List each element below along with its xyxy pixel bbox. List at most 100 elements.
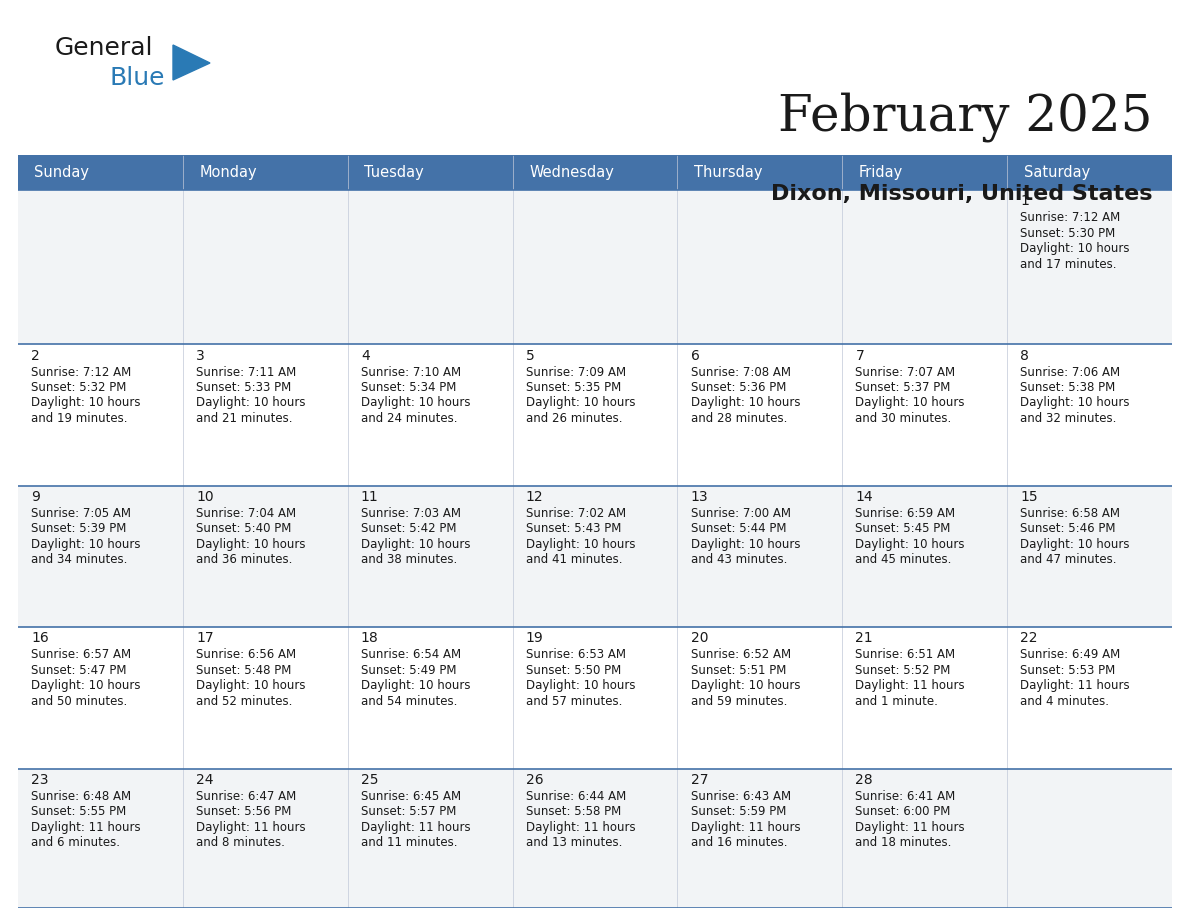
Text: and 19 minutes.: and 19 minutes. [31,412,127,425]
Text: Daylight: 10 hours: Daylight: 10 hours [526,538,636,551]
Text: Sunrise: 6:41 AM: Sunrise: 6:41 AM [855,790,955,803]
Text: February 2025: February 2025 [778,92,1152,141]
Text: 14: 14 [855,490,873,504]
Text: and 6 minutes.: and 6 minutes. [31,836,120,849]
Text: Sunset: 5:49 PM: Sunset: 5:49 PM [361,664,456,677]
Text: Daylight: 10 hours: Daylight: 10 hours [1020,397,1130,409]
Text: Daylight: 10 hours: Daylight: 10 hours [855,397,965,409]
Text: Sunset: 5:50 PM: Sunset: 5:50 PM [526,664,621,677]
Text: 2: 2 [31,349,40,363]
Text: Sunset: 5:32 PM: Sunset: 5:32 PM [31,381,127,394]
Text: Daylight: 10 hours: Daylight: 10 hours [690,397,800,409]
Text: 19: 19 [526,632,543,645]
Text: and 8 minutes.: and 8 minutes. [196,836,285,849]
Text: 28: 28 [855,773,873,787]
Bar [18,768,1173,908]
Text: Sunrise: 7:00 AM: Sunrise: 7:00 AM [690,507,791,520]
Text: Daylight: 11 hours: Daylight: 11 hours [361,821,470,834]
Text: Daylight: 10 hours: Daylight: 10 hours [1020,538,1130,551]
Text: Sunrise: 7:12 AM: Sunrise: 7:12 AM [1020,211,1120,224]
Text: 6: 6 [690,349,700,363]
Text: Sunrise: 7:04 AM: Sunrise: 7:04 AM [196,507,296,520]
Text: Daylight: 10 hours: Daylight: 10 hours [690,679,800,692]
Text: and 43 minutes.: and 43 minutes. [690,554,786,566]
Text: Sunset: 5:45 PM: Sunset: 5:45 PM [855,522,950,535]
Text: and 41 minutes.: and 41 minutes. [526,554,623,566]
Text: and 16 minutes.: and 16 minutes. [690,836,788,849]
Text: Sunset: 5:43 PM: Sunset: 5:43 PM [526,522,621,535]
Text: Sunrise: 7:05 AM: Sunrise: 7:05 AM [31,507,131,520]
Text: Sunrise: 6:44 AM: Sunrise: 6:44 AM [526,790,626,803]
Text: Daylight: 10 hours: Daylight: 10 hours [31,679,140,692]
Text: Sunrise: 6:47 AM: Sunrise: 6:47 AM [196,790,296,803]
Text: and 32 minutes.: and 32 minutes. [1020,412,1117,425]
Text: 5: 5 [526,349,535,363]
Text: 18: 18 [361,632,379,645]
Text: and 34 minutes.: and 34 minutes. [31,554,127,566]
Text: Sunset: 5:55 PM: Sunset: 5:55 PM [31,805,126,818]
Text: Daylight: 10 hours: Daylight: 10 hours [526,679,636,692]
Text: 9: 9 [31,490,40,504]
Text: Sunrise: 7:12 AM: Sunrise: 7:12 AM [31,365,132,378]
Text: Sunset: 5:34 PM: Sunset: 5:34 PM [361,381,456,394]
Text: Sunrise: 7:08 AM: Sunrise: 7:08 AM [690,365,791,378]
Text: Daylight: 11 hours: Daylight: 11 hours [855,679,965,692]
Text: Monday: Monday [200,165,257,180]
Text: Sunset: 5:39 PM: Sunset: 5:39 PM [31,522,127,535]
Text: Sunrise: 6:52 AM: Sunrise: 6:52 AM [690,648,791,662]
Text: and 17 minutes.: and 17 minutes. [1020,258,1117,271]
Text: Daylight: 10 hours: Daylight: 10 hours [361,679,470,692]
Text: 20: 20 [690,632,708,645]
Text: Sunset: 5:42 PM: Sunset: 5:42 PM [361,522,456,535]
Text: 16: 16 [31,632,49,645]
Text: 17: 17 [196,632,214,645]
Text: Tuesday: Tuesday [365,165,424,180]
Text: Daylight: 10 hours: Daylight: 10 hours [196,397,305,409]
Text: Sunrise: 6:54 AM: Sunrise: 6:54 AM [361,648,461,662]
Text: 10: 10 [196,490,214,504]
Text: Sunset: 5:59 PM: Sunset: 5:59 PM [690,805,786,818]
Text: Sunrise: 7:02 AM: Sunrise: 7:02 AM [526,507,626,520]
Text: Daylight: 11 hours: Daylight: 11 hours [526,821,636,834]
Text: Sunrise: 7:07 AM: Sunrise: 7:07 AM [855,365,955,378]
Text: Sunset: 6:00 PM: Sunset: 6:00 PM [855,805,950,818]
Text: 12: 12 [526,490,543,504]
Text: Sunset: 5:46 PM: Sunset: 5:46 PM [1020,522,1116,535]
Text: and 36 minutes.: and 36 minutes. [196,554,292,566]
Text: General: General [55,36,153,60]
Text: Sunrise: 7:06 AM: Sunrise: 7:06 AM [1020,365,1120,378]
Bar [18,190,1173,344]
Text: Sunrise: 7:03 AM: Sunrise: 7:03 AM [361,507,461,520]
Text: Daylight: 11 hours: Daylight: 11 hours [855,821,965,834]
Text: Sunset: 5:48 PM: Sunset: 5:48 PM [196,664,291,677]
Text: Daylight: 10 hours: Daylight: 10 hours [1020,242,1130,255]
Text: Sunrise: 6:56 AM: Sunrise: 6:56 AM [196,648,296,662]
Bar [18,486,1173,627]
Text: and 30 minutes.: and 30 minutes. [855,412,952,425]
Text: Thursday: Thursday [694,165,763,180]
Text: Sunday: Sunday [34,165,89,180]
Text: 27: 27 [690,773,708,787]
Text: Daylight: 10 hours: Daylight: 10 hours [196,538,305,551]
Text: 13: 13 [690,490,708,504]
Text: Daylight: 10 hours: Daylight: 10 hours [361,397,470,409]
Text: and 28 minutes.: and 28 minutes. [690,412,786,425]
Text: Sunset: 5:52 PM: Sunset: 5:52 PM [855,664,950,677]
Text: Sunrise: 6:43 AM: Sunrise: 6:43 AM [690,790,791,803]
Text: 4: 4 [361,349,369,363]
Text: and 11 minutes.: and 11 minutes. [361,836,457,849]
Text: and 50 minutes.: and 50 minutes. [31,695,127,708]
Text: and 4 minutes.: and 4 minutes. [1020,695,1110,708]
Text: Sunrise: 7:11 AM: Sunrise: 7:11 AM [196,365,296,378]
Text: 11: 11 [361,490,379,504]
Text: and 13 minutes.: and 13 minutes. [526,836,623,849]
Text: Sunrise: 7:09 AM: Sunrise: 7:09 AM [526,365,626,378]
Text: Sunrise: 6:49 AM: Sunrise: 6:49 AM [1020,648,1120,662]
Text: Sunset: 5:36 PM: Sunset: 5:36 PM [690,381,786,394]
Text: Friday: Friday [859,165,903,180]
Text: Dixon, Missouri, United States: Dixon, Missouri, United States [771,184,1152,204]
Text: Sunrise: 6:58 AM: Sunrise: 6:58 AM [1020,507,1120,520]
Text: and 47 minutes.: and 47 minutes. [1020,554,1117,566]
Text: Sunrise: 7:10 AM: Sunrise: 7:10 AM [361,365,461,378]
Text: and 21 minutes.: and 21 minutes. [196,412,292,425]
